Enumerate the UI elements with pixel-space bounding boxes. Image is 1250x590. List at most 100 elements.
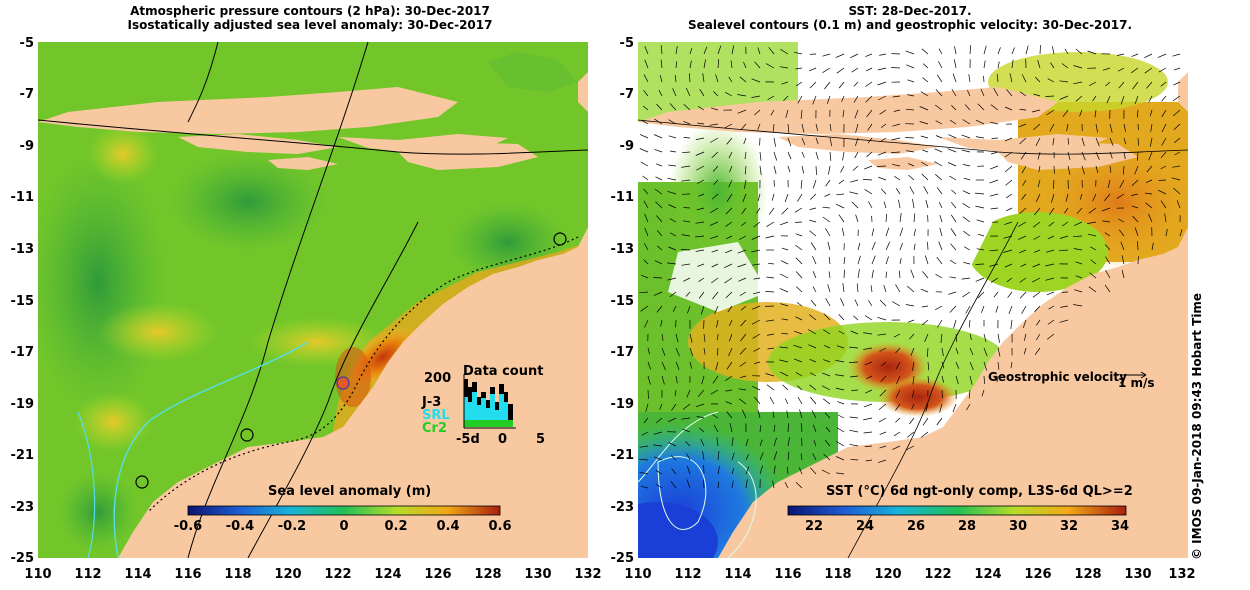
right-lon-tick: 112 <box>674 567 702 582</box>
velocity-vector <box>1021 74 1027 83</box>
velocity-vector <box>717 481 719 489</box>
velocity-vector <box>1051 193 1055 203</box>
velocity-vector <box>716 319 719 328</box>
velocity-vector <box>1018 123 1027 128</box>
velocity-vector <box>835 456 845 461</box>
velocity-vector <box>949 276 957 279</box>
velocity-vector <box>765 235 775 239</box>
velocity-vector <box>668 135 677 139</box>
velocity-vector <box>725 291 733 299</box>
velocity-vector <box>780 49 789 55</box>
right-lon-tick: 120 <box>874 567 902 582</box>
velocity-vector <box>990 207 999 210</box>
velocity-vector <box>892 163 901 167</box>
velocity-vector <box>822 206 831 209</box>
right-lat-tick: -13 <box>610 242 635 257</box>
sst-colorbar-tick: 28 <box>957 519 977 534</box>
velocity-vector <box>836 427 845 433</box>
velocity-vector <box>855 123 859 133</box>
velocity-vector <box>809 193 817 200</box>
velocity-vector <box>731 452 735 461</box>
velocity-vector <box>812 424 817 433</box>
velocity-vector <box>1105 81 1111 87</box>
velocity-vector <box>726 361 733 370</box>
velocity-vector <box>654 456 663 461</box>
left-lon-tick: 122 <box>324 567 352 582</box>
left-lon-tick: 112 <box>74 567 102 582</box>
velocity-vector <box>936 417 943 426</box>
velocity-vector <box>975 119 985 125</box>
velocity-vector <box>822 216 831 223</box>
velocity-vector <box>640 485 649 489</box>
right-lat-tick: -15 <box>610 294 635 309</box>
velocity-vector <box>895 188 901 195</box>
velocity-vector <box>1131 205 1139 209</box>
velocity-vector <box>1047 235 1055 240</box>
velocity-vector <box>934 148 943 153</box>
velocity-vector <box>1022 179 1027 186</box>
velocity-vector <box>1104 193 1111 202</box>
velocity-vector <box>725 375 733 381</box>
velocity-vector <box>983 75 985 83</box>
velocity-vector <box>728 151 733 159</box>
imos-credit: © IMOS 09-Jan-2018 09:43 Hobart Time <box>1190 292 1204 560</box>
velocity-vector <box>939 403 943 413</box>
velocity-vector <box>772 123 775 132</box>
right-lon-tick: 124 <box>974 567 1002 582</box>
velocity-vector <box>1022 319 1027 329</box>
velocity-vector <box>713 179 719 185</box>
sst-colorbar-tick: 26 <box>906 519 926 534</box>
right-lon-tick: 122 <box>924 567 952 582</box>
velocity-vector <box>993 88 999 97</box>
velocity-vector <box>1037 151 1041 160</box>
velocity-vector <box>1146 81 1153 89</box>
velocity-vector <box>905 304 915 307</box>
velocity-vector <box>751 249 761 253</box>
velocity-vector <box>815 151 819 160</box>
sea-level-anomaly-map[interactable] <box>38 42 588 558</box>
velocity-vector <box>1090 259 1097 265</box>
velocity-vector <box>1059 235 1069 239</box>
velocity-vector <box>989 165 999 170</box>
velocity-vector <box>920 135 929 139</box>
island-chain <box>38 87 458 134</box>
velocity-vector <box>835 360 845 363</box>
velocity-vector <box>1048 221 1055 227</box>
velocity-vector <box>639 148 649 153</box>
velocity-vector <box>1081 151 1086 161</box>
velocity-vector <box>836 193 845 196</box>
left-lat-tick: -15 <box>10 294 35 309</box>
velocity-vector <box>798 467 803 475</box>
sst-velocity-map[interactable] <box>638 42 1188 558</box>
velocity-vector <box>685 441 691 447</box>
velocity-vector <box>964 246 971 251</box>
velocity-vector <box>809 358 817 363</box>
velocity-vector <box>910 347 915 356</box>
velocity-vector <box>1035 137 1041 146</box>
velocity-vector <box>710 137 719 143</box>
velocity-vector <box>1035 319 1041 326</box>
velocity-vector <box>640 274 649 279</box>
velocity-vector <box>1109 151 1113 159</box>
velocity-vector <box>809 219 817 223</box>
left-lon-tick: 130 <box>524 567 552 582</box>
velocity-vector <box>1106 95 1111 104</box>
velocity-vector <box>1003 249 1013 253</box>
velocity-vector <box>879 53 887 56</box>
velocity-vector <box>1045 263 1055 267</box>
velocity-vector <box>696 416 705 419</box>
velocity-vector <box>850 458 859 461</box>
velocity-vector <box>810 396 817 405</box>
velocity-vector <box>795 244 803 251</box>
velocity-vector <box>1020 263 1027 267</box>
velocity-vector <box>1033 249 1041 253</box>
left-lon-tick: 110 <box>24 567 52 582</box>
velocity-vector <box>770 109 775 116</box>
velocity-vector <box>812 179 817 189</box>
velocity-vector <box>993 291 999 298</box>
velocity-vector <box>934 104 943 111</box>
velocity-vector <box>941 347 944 357</box>
velocity-vector <box>879 347 887 352</box>
velocity-vector <box>731 437 734 447</box>
velocity-vector <box>689 47 693 55</box>
